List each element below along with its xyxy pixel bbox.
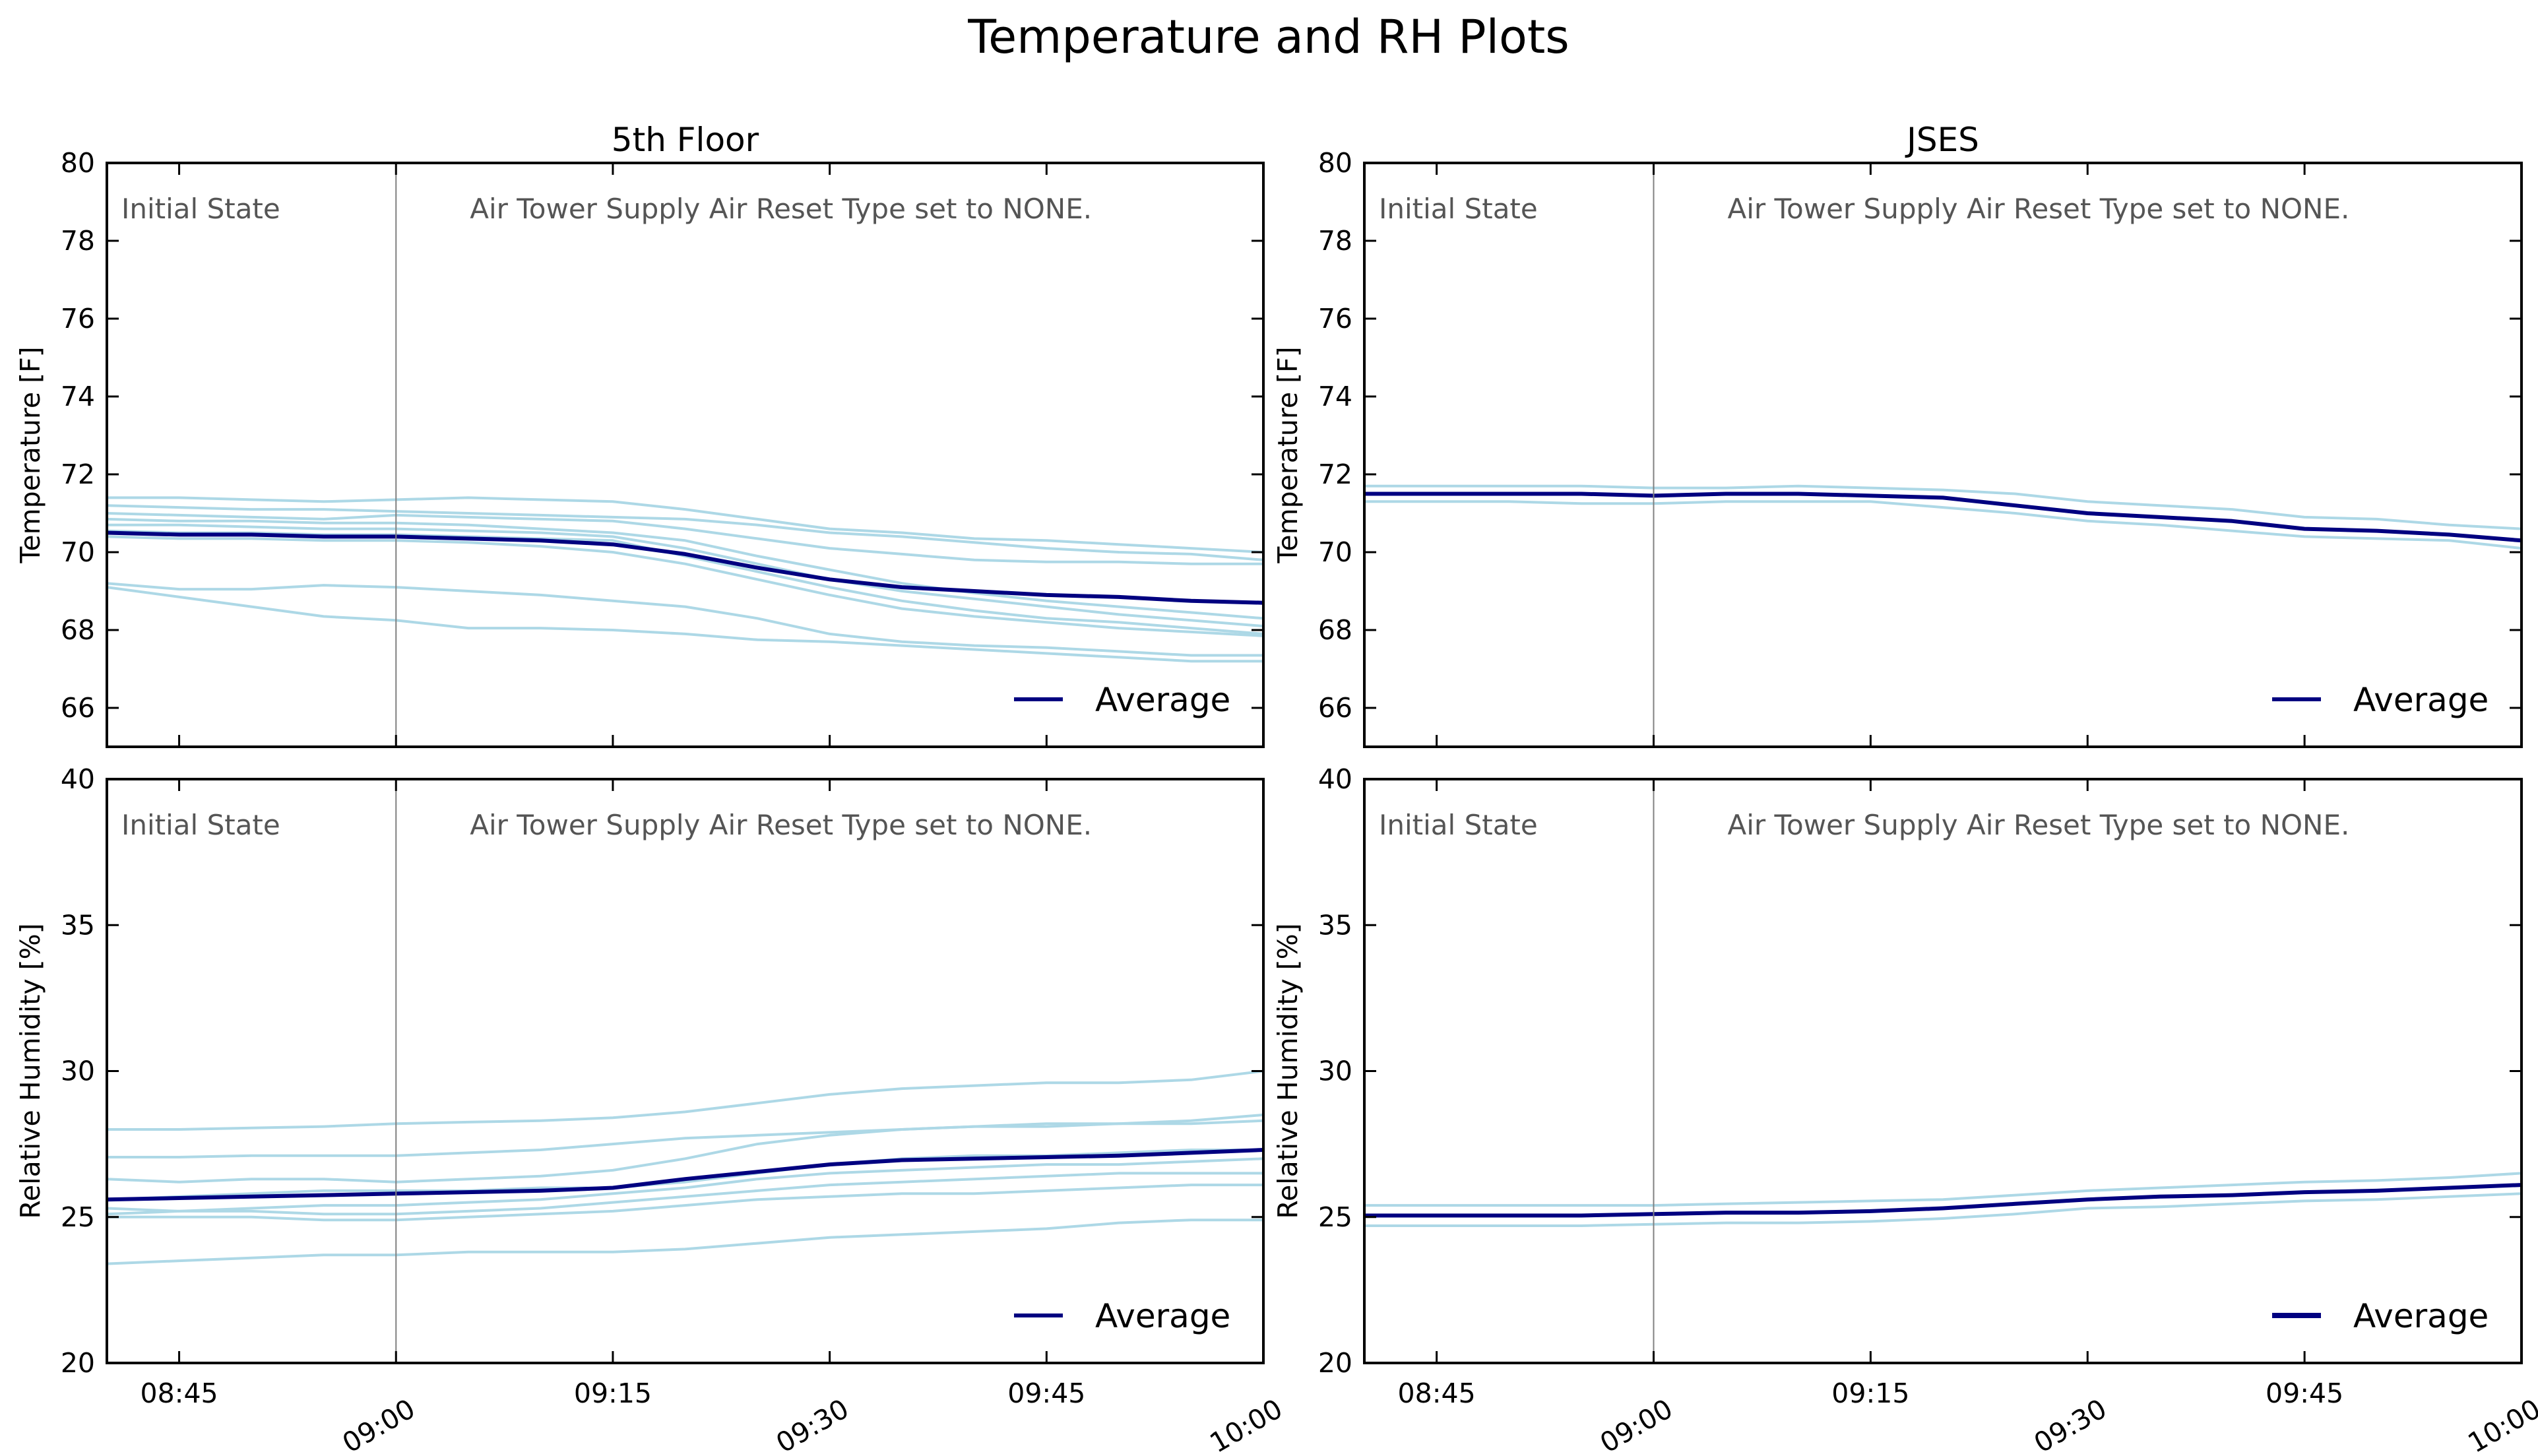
y-tick-label: 40 xyxy=(61,763,95,795)
x-tick-label: 08:45 xyxy=(1398,1377,1476,1409)
y-tick-label: 76 xyxy=(61,303,95,334)
zone-series-line-8 xyxy=(106,586,1263,663)
y-tick-label: 80 xyxy=(61,147,95,179)
y-tick-label: 40 xyxy=(1318,763,1352,795)
zone-series-line-0 xyxy=(107,1069,1264,1131)
annotation-event: Air Tower Supply Air Reset Type set to N… xyxy=(470,193,1092,225)
x-tick-label: 09:30 xyxy=(771,1393,854,1456)
zone-series-line-1 xyxy=(106,504,1264,561)
y-tick-label: 74 xyxy=(1318,381,1352,412)
x-tick-label: 09:30 xyxy=(2029,1393,2112,1456)
annotation-initial-state: Initial State xyxy=(1379,809,1538,841)
y-axis-label: Temperature [F] xyxy=(15,346,46,563)
y-tick-label: 20 xyxy=(61,1347,95,1379)
average-line xyxy=(1364,491,2522,543)
y-tick-label: 70 xyxy=(61,536,95,568)
zone-series-line-3 xyxy=(106,517,1264,620)
y-tick-label: 72 xyxy=(1318,459,1352,490)
y-tick-label: 66 xyxy=(61,692,95,724)
legend-label-average: Average xyxy=(1095,681,1230,719)
plot-frame xyxy=(106,778,1265,1364)
legend-label-average: Average xyxy=(1095,1297,1230,1335)
panel-title: JSES xyxy=(1905,121,1979,159)
x-tick-label: 08:45 xyxy=(140,1377,218,1409)
zone-series-line-1 xyxy=(107,1113,1264,1158)
zone-series-line-2 xyxy=(106,512,1263,565)
x-tick-label: 09:15 xyxy=(574,1377,652,1409)
zone-series-line-7 xyxy=(106,582,1263,657)
plot-frame xyxy=(1363,162,2523,748)
legend-label-average: Average xyxy=(2353,681,2489,719)
panel-1: JSES Temperature [F] Initial State Air Towe… xyxy=(1272,121,2523,748)
x-tick-label: 09:45 xyxy=(1007,1377,1085,1409)
zone-series-line-6 xyxy=(106,535,1264,637)
y-tick-label: 80 xyxy=(1318,147,1352,179)
plot-frame xyxy=(106,162,1265,748)
y-tick-label: 35 xyxy=(1318,909,1352,941)
y-tick-label: 72 xyxy=(61,459,95,490)
zone-series-line-0 xyxy=(1364,1172,2522,1207)
y-tick-label: 68 xyxy=(61,614,95,646)
panel-2: Relative Humidity [%] Initial State Air To… xyxy=(15,763,1288,1456)
x-tick-label: 10:00 xyxy=(1205,1393,1288,1456)
zone-series-line-6 xyxy=(107,1184,1263,1222)
y-tick-label: 25 xyxy=(1318,1201,1352,1233)
y-tick-label: 30 xyxy=(1318,1056,1352,1087)
x-tick-label: 09:00 xyxy=(337,1393,420,1456)
y-tick-label: 20 xyxy=(1318,1347,1352,1379)
zone-series-line-0 xyxy=(1364,484,2522,530)
annotation-initial-state: Initial State xyxy=(1379,193,1538,225)
zone-series-line-1 xyxy=(1364,500,2522,550)
zone-series-line-2 xyxy=(106,1119,1264,1184)
annotation-initial-state: Initial State xyxy=(121,193,280,225)
zone-series-line-7 xyxy=(106,1219,1263,1265)
panel-title: 5th Floor xyxy=(612,121,759,159)
y-tick-label: 76 xyxy=(1318,303,1352,334)
y-tick-label: 25 xyxy=(61,1201,95,1233)
zone-series-line-4 xyxy=(107,523,1264,628)
y-tick-label: 70 xyxy=(1318,536,1352,568)
average-line xyxy=(1364,1183,2522,1218)
annotation-event: Air Tower Supply Air Reset Type set to N… xyxy=(1728,193,2350,225)
x-tick-label: 09:15 xyxy=(1831,1377,1909,1409)
y-axis-label: Relative Humidity [%] xyxy=(1272,923,1304,1219)
x-tick-label: 10:00 xyxy=(2463,1393,2538,1456)
average-line xyxy=(106,530,1264,605)
zone-series-line-4 xyxy=(106,1157,1264,1216)
y-axis-label: Temperature [F] xyxy=(1272,346,1304,563)
plot-frame xyxy=(1363,778,2523,1364)
annotation-event: Air Tower Supply Air Reset Type set to N… xyxy=(470,809,1092,841)
y-tick-label: 68 xyxy=(1318,614,1352,646)
annotation-initial-state: Initial State xyxy=(121,809,280,841)
y-tick-label: 30 xyxy=(61,1056,95,1087)
zone-series-line-0 xyxy=(107,496,1264,554)
x-tick-label: 09:45 xyxy=(2266,1377,2343,1409)
zone-series-line-5 xyxy=(106,529,1264,635)
zone-series-line-5 xyxy=(106,1172,1263,1216)
y-tick-label: 66 xyxy=(1318,692,1352,724)
panel-0: 5th Floor Temperature [F] Initial State Air… xyxy=(15,121,1265,748)
x-tick-label: 09:00 xyxy=(1595,1393,1678,1456)
y-tick-label: 78 xyxy=(1318,225,1352,257)
panel-3: Relative Humidity [%] Initial State Air To… xyxy=(1272,763,2538,1456)
y-tick-label: 35 xyxy=(61,909,95,941)
average-line xyxy=(106,1148,1264,1202)
y-tick-label: 78 xyxy=(61,225,95,257)
zone-series-line-1 xyxy=(1364,1192,2522,1227)
annotation-event: Air Tower Supply Air Reset Type set to N… xyxy=(1728,809,2350,841)
figure-title: Temperature and RH Plots xyxy=(967,10,1570,64)
y-tick-label: 74 xyxy=(61,381,95,412)
y-axis-label: Relative Humidity [%] xyxy=(15,923,46,1219)
legend-label-average: Average xyxy=(2353,1297,2489,1335)
